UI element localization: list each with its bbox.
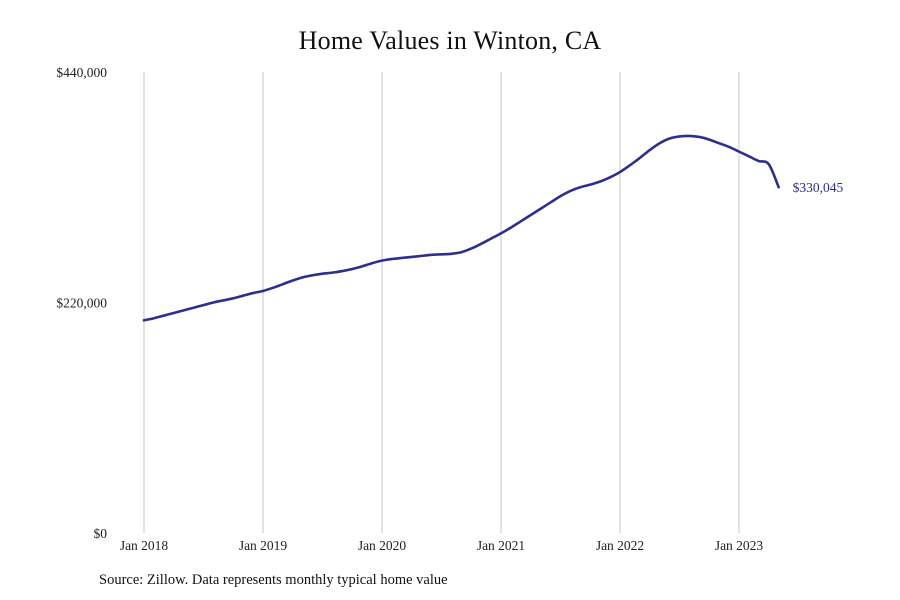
y-tick-label: $440,000 bbox=[56, 65, 107, 80]
source-note: Source: Zillow. Data represents monthly … bbox=[99, 572, 448, 588]
chart-title: Home Values in Winton, CA bbox=[298, 26, 602, 55]
y-tick-label: $220,000 bbox=[56, 296, 107, 311]
y-axis: $0 $220,000 $440,000 bbox=[56, 65, 107, 541]
label-layer: $330,045 bbox=[793, 180, 844, 195]
x-tick-label: Jan 2021 bbox=[477, 538, 525, 553]
x-axis: Jan 2018 Jan 2019 Jan 2020 Jan 2021 Jan 2022… bbox=[120, 538, 764, 553]
x-tick-label: Jan 2019 bbox=[239, 538, 288, 553]
x-tick-label: Jan 2023 bbox=[715, 538, 764, 553]
series-layer bbox=[142, 134, 780, 322]
y-tick-label: $0 bbox=[94, 526, 108, 541]
grid-layer bbox=[143, 72, 740, 533]
x-tick-label: Jan 2022 bbox=[596, 538, 644, 553]
x-tick-label: Jan 2020 bbox=[358, 538, 407, 553]
end-value-label: $330,045 bbox=[793, 180, 844, 195]
x-tick-label: Jan 2018 bbox=[120, 538, 169, 553]
series-line bbox=[142, 134, 780, 322]
